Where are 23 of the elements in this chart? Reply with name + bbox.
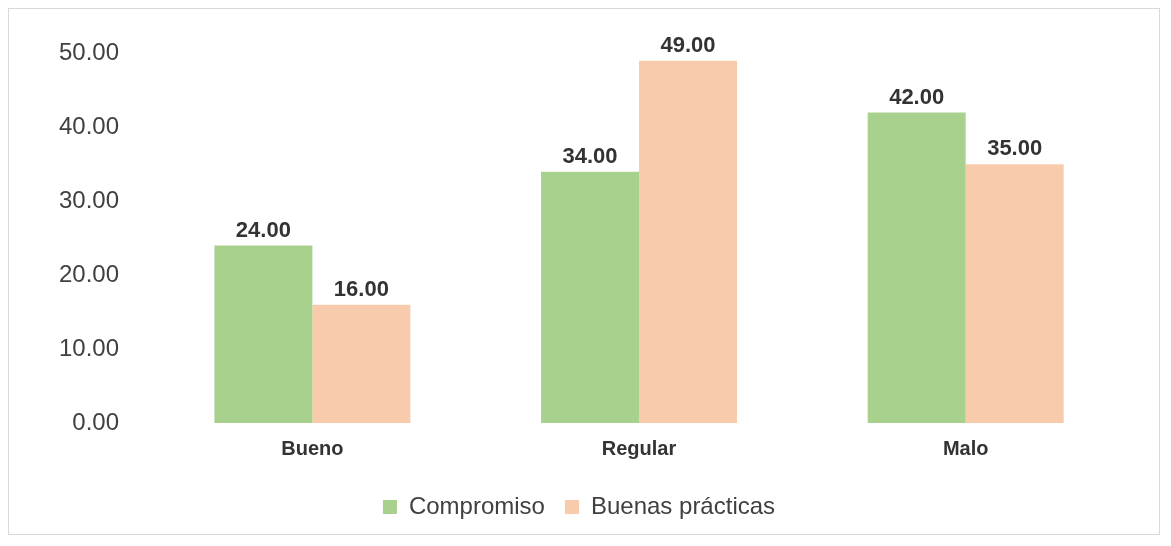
y-tick-label: 10.00 [59,333,120,361]
legend-label: Compromiso [408,491,545,519]
bar [965,164,1064,423]
bar [867,112,966,423]
data-label: 16.00 [333,275,389,301]
x-tick-label: Bueno [281,436,344,459]
y-tick-label: 0.00 [72,407,120,435]
y-tick-label: 50.00 [59,38,120,66]
data-label: 49.00 [660,31,716,57]
bar [214,245,313,423]
y-tick-label: 30.00 [59,185,120,213]
data-label: 34.00 [562,142,618,168]
bar [639,60,738,423]
x-tick-label: Regular [601,436,677,459]
bar [541,171,640,423]
data-label: 35.00 [987,135,1043,161]
bar [312,304,411,423]
y-tick-label: 40.00 [59,111,120,139]
data-label: 24.00 [235,216,291,242]
data-label: 42.00 [889,83,945,109]
y-tick-label: 20.00 [59,259,120,287]
legend-label: Buenas prácticas [590,491,776,519]
x-tick-label: Malo [942,436,989,459]
